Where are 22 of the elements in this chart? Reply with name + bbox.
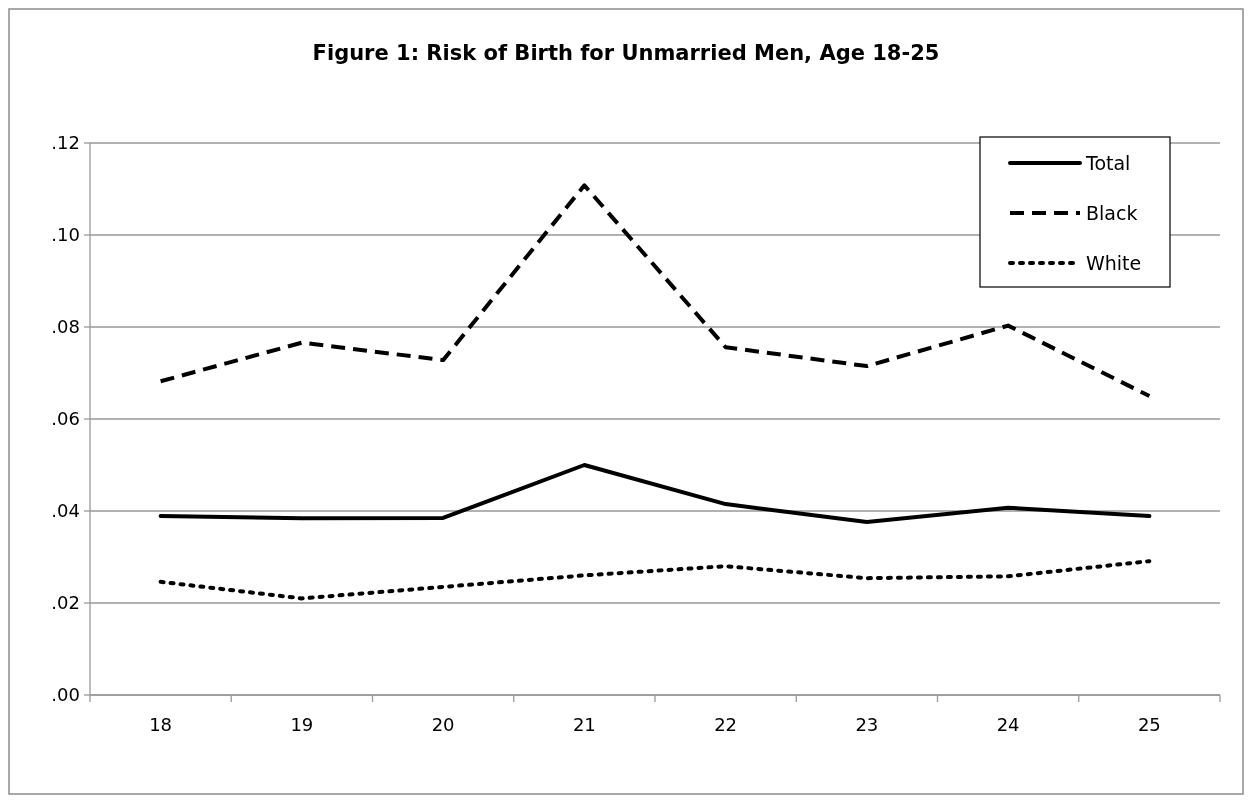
x-tick-label: 18 [149,714,173,735]
y-tick-label: .04 [51,500,80,522]
x-tick-label: 25 [1137,714,1161,735]
line-series [158,559,1152,601]
y-tick-label: .08 [51,316,80,338]
y-tick-label: .02 [51,592,80,614]
x-tick-label: 19 [290,714,314,735]
x-tick-label: 24 [996,714,1020,735]
y-tick-label: .00 [51,684,80,706]
legend-label: White [1086,251,1142,274]
x-tick-label: 20 [431,714,455,735]
x-tick-label: 21 [572,714,596,735]
y-tick-label: .10 [51,224,80,246]
legend-label: Total [1085,151,1131,174]
x-tick-label: 23 [855,714,879,735]
line-series [158,183,1152,398]
x-tick-label: 22 [714,714,738,735]
chart-title: Figure 1: Risk of Birth for Unmarried Men, Age 18-25 [312,41,940,65]
legend-label: Black [1086,201,1138,224]
y-tick-label: .12 [51,132,80,154]
y-tick-label: .06 [51,408,80,430]
line-series [158,463,1152,525]
